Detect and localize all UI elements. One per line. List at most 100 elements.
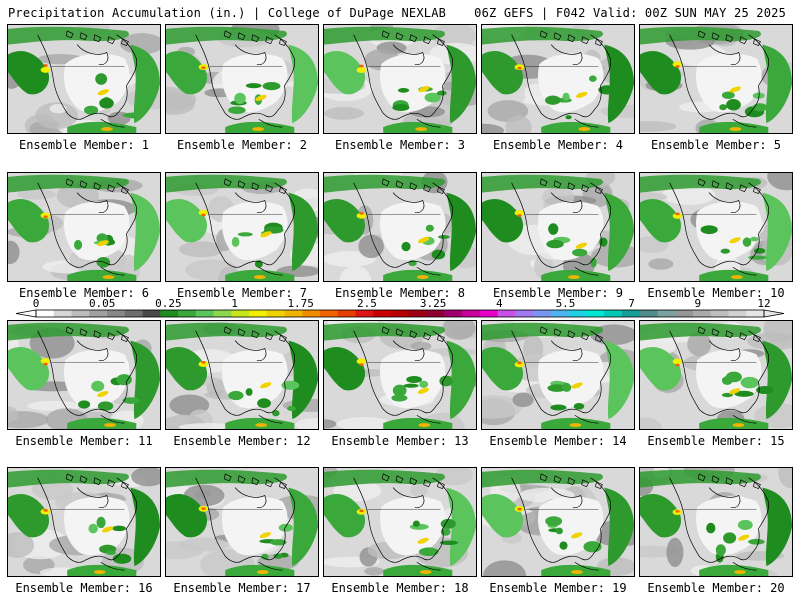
colorbar-tick-label: 1 bbox=[231, 297, 238, 310]
model-run-info: 06Z GEFS | F042 Valid: 00Z SUN MAY 25 20… bbox=[474, 6, 786, 20]
colorbar-swatch bbox=[604, 310, 623, 317]
ensemble-member-label: Ensemble Member: 14 bbox=[489, 434, 627, 448]
colorbar-swatch bbox=[71, 310, 90, 317]
ensemble-map-panel bbox=[7, 467, 161, 577]
ensemble-map-panel bbox=[323, 320, 477, 430]
colorbar-swatch bbox=[497, 310, 516, 317]
colorbar-swatch bbox=[160, 310, 179, 317]
precip-map bbox=[166, 25, 318, 133]
colorbar-tick-label: 0.25 bbox=[155, 297, 182, 310]
colorbar-swatch bbox=[533, 310, 552, 317]
colorbar-swatch bbox=[675, 310, 694, 317]
colorbar-swatch bbox=[621, 310, 641, 317]
ensemble-map-panel bbox=[639, 172, 793, 282]
ensemble-map-panel bbox=[481, 172, 635, 282]
colorbar-swatch bbox=[657, 310, 676, 317]
ensemble-member-label: Ensemble Member: 15 bbox=[647, 434, 785, 448]
colorbar-frame bbox=[35, 309, 765, 318]
precip-map bbox=[324, 25, 476, 133]
ensemble-member-label: Ensemble Member: 18 bbox=[331, 581, 469, 595]
ensemble-map-panel bbox=[165, 24, 319, 134]
colorbar-swatch bbox=[142, 310, 161, 317]
ensemble-member-label: Ensemble Member: 12 bbox=[173, 434, 311, 448]
colorbar-swatch bbox=[462, 310, 481, 317]
ensemble-map-panel bbox=[481, 467, 635, 577]
colorbar-tick-label: 9 bbox=[694, 297, 701, 310]
ensemble-member-label: Ensemble Member: 19 bbox=[489, 581, 627, 595]
colorbar-swatch bbox=[710, 310, 729, 317]
colorbar-swatch bbox=[515, 310, 534, 317]
precip-map bbox=[166, 173, 318, 281]
ensemble-map-panel bbox=[323, 24, 477, 134]
ensemble-member-label: Ensemble Member: 4 bbox=[492, 138, 624, 152]
ensemble-member-label: Ensemble Member: 10 bbox=[647, 286, 785, 300]
ensemble-map-panel bbox=[7, 24, 161, 134]
precip-map bbox=[8, 25, 160, 133]
ensemble-map-panel bbox=[7, 172, 161, 282]
ensemble-member-label: Ensemble Member: 8 bbox=[334, 286, 466, 300]
colorbar-tick-label: 3.25 bbox=[420, 297, 447, 310]
precip-map bbox=[482, 321, 634, 429]
colorbar-swatch bbox=[408, 310, 428, 317]
colorbar-swatch bbox=[89, 310, 108, 317]
ensemble-member-label: Ensemble Member: 3 bbox=[334, 138, 466, 152]
ensemble-member-label: Ensemble Member: 16 bbox=[15, 581, 153, 595]
ensemble-map-panel bbox=[165, 320, 319, 430]
precip-map bbox=[482, 468, 634, 576]
ensemble-map-panel bbox=[323, 172, 477, 282]
colorbar-tick-label: 0 bbox=[33, 297, 40, 310]
ensemble-member-label: Ensemble Member: 11 bbox=[15, 434, 153, 448]
ensemble-member-label: Ensemble Member: 20 bbox=[647, 581, 785, 595]
colorbar-swatch bbox=[284, 310, 303, 317]
ensemble-member-label: Ensemble Member: 13 bbox=[331, 434, 469, 448]
colorbar-right-arrow bbox=[763, 309, 785, 318]
precipitation-colorbar: 0 0.05 0.25 1 1.75 2.5 3.25 4 5.5 7 9 12 bbox=[0, 296, 800, 320]
colorbar-swatch bbox=[302, 310, 321, 317]
colorbar-swatch bbox=[355, 310, 374, 317]
ensemble-map-panel bbox=[165, 172, 319, 282]
colorbar-tick-label: 4 bbox=[496, 297, 503, 310]
ensemble-map-panel bbox=[481, 320, 635, 430]
ensemble-member-label: Ensemble Member: 9 bbox=[492, 286, 624, 300]
colorbar-swatch bbox=[195, 310, 215, 317]
colorbar-tick-label: 5.5 bbox=[556, 297, 576, 310]
colorbar-swatch bbox=[337, 310, 357, 317]
precip-map bbox=[640, 468, 792, 576]
colorbar-swatch bbox=[444, 310, 463, 317]
colorbar-swatch bbox=[426, 310, 445, 317]
ensemble-map-panel bbox=[165, 467, 319, 577]
ensemble-map-panel bbox=[639, 24, 793, 134]
colorbar-swatch bbox=[479, 310, 499, 317]
colorbar-swatch bbox=[178, 310, 197, 317]
ensemble-member-label: Ensemble Member: 17 bbox=[173, 581, 311, 595]
colorbar-swatch bbox=[692, 310, 712, 317]
precip-map bbox=[8, 321, 160, 429]
colorbar-tick-label: 2.5 bbox=[357, 297, 377, 310]
colorbar-swatch bbox=[639, 310, 658, 317]
precip-map bbox=[640, 25, 792, 133]
ensemble-map-panel bbox=[639, 320, 793, 430]
ensemble-map-panel bbox=[323, 467, 477, 577]
ensemble-map-panel bbox=[481, 24, 635, 134]
precip-map bbox=[324, 321, 476, 429]
precip-map bbox=[8, 173, 160, 281]
precip-map bbox=[8, 468, 160, 576]
colorbar-swatch bbox=[746, 310, 765, 317]
precip-map bbox=[324, 173, 476, 281]
colorbar-swatch bbox=[568, 310, 587, 317]
ensemble-map-panel bbox=[7, 320, 161, 430]
colorbar-swatch bbox=[36, 310, 55, 317]
ensemble-member-label: Ensemble Member: 5 bbox=[650, 138, 782, 152]
precip-map bbox=[324, 468, 476, 576]
ensemble-member-label: Ensemble Member: 2 bbox=[176, 138, 308, 152]
colorbar-swatch bbox=[266, 310, 286, 317]
colorbar-swatch bbox=[249, 310, 268, 317]
ensemble-member-label: Ensemble Member: 6 bbox=[18, 286, 150, 300]
precip-map bbox=[482, 173, 634, 281]
colorbar-swatch bbox=[586, 310, 605, 317]
colorbar-tick-label: 12 bbox=[757, 297, 770, 310]
colorbar-swatch bbox=[320, 310, 339, 317]
colorbar-left-arrow bbox=[15, 309, 37, 318]
colorbar-swatch bbox=[391, 310, 410, 317]
colorbar-swatch bbox=[124, 310, 144, 317]
